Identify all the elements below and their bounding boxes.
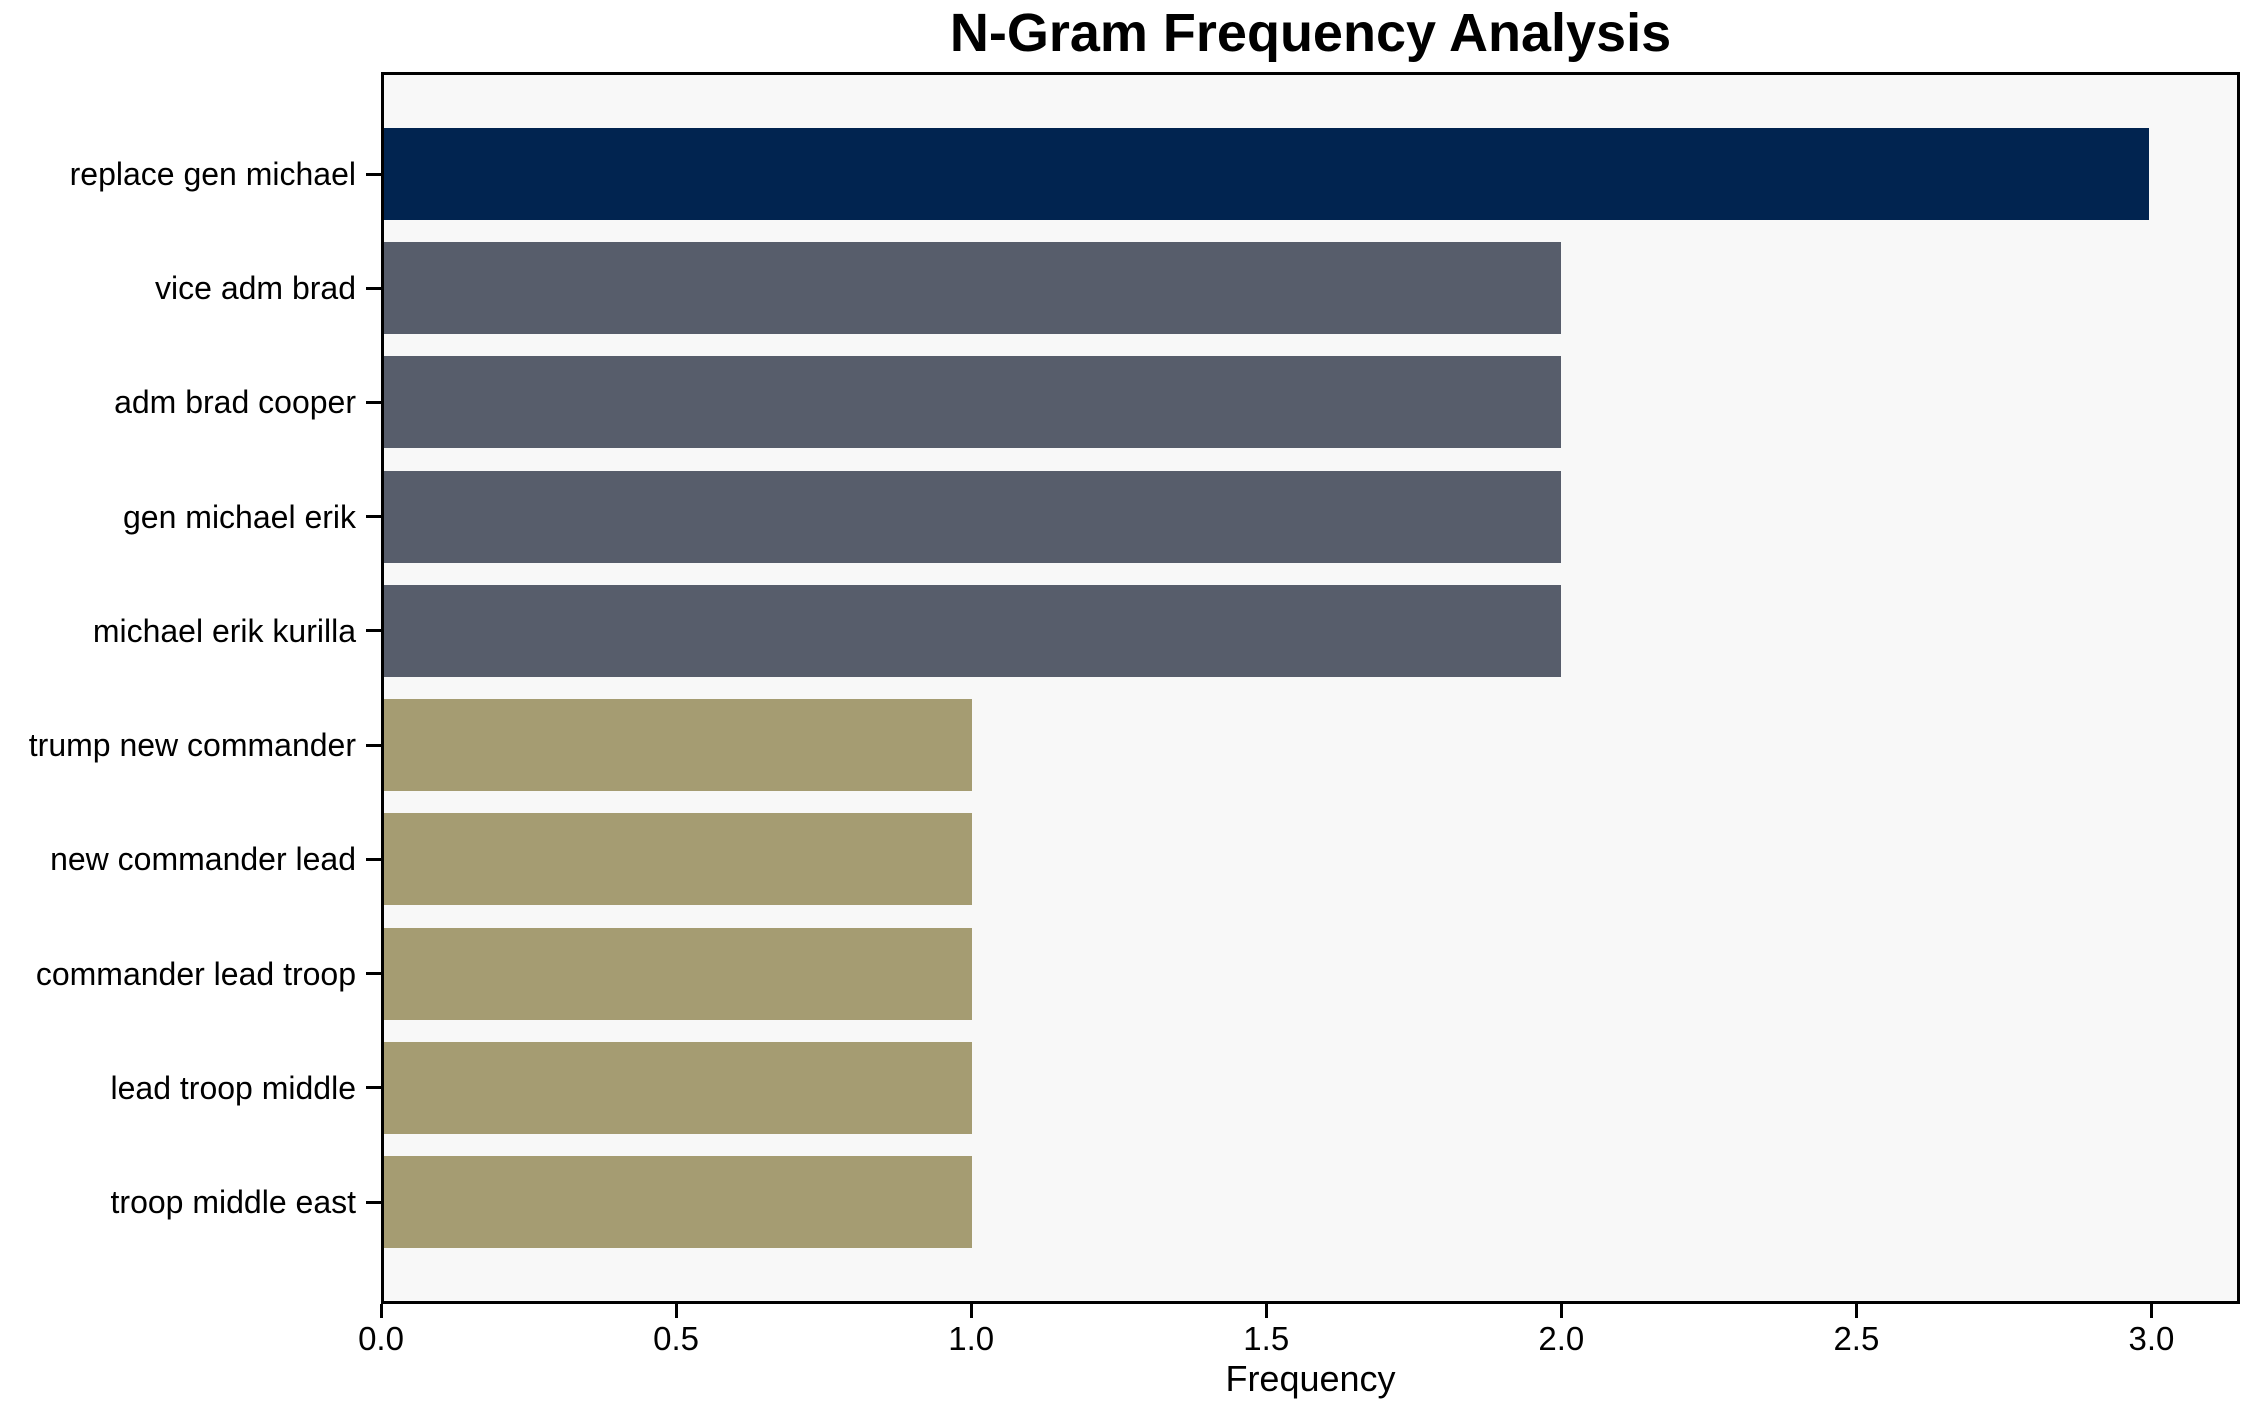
bar [384,1156,973,1248]
y-tick-label: replace gen michael [69,156,356,192]
x-axis-label: Frequency [1225,1358,1396,1399]
y-tick-label: adm brad cooper [114,384,356,421]
x-tick-label: 1.0 [948,1320,995,1357]
y-tick-mark [366,286,381,290]
x-tick-mark [379,1304,383,1318]
y-tick-mark [366,743,381,747]
y-tick-label: gen michael erik [123,498,356,535]
y-tick-label: new commander lead [50,841,356,878]
y-tick-label: commander lead troop [35,955,356,992]
y-tick-mark [366,629,381,633]
x-tick-mark [1854,1304,1858,1318]
x-tick-label: 2.0 [1538,1320,1585,1357]
bar [384,813,973,906]
y-tick-label: vice adm brad [155,270,356,307]
x-tick-mark [1264,1304,1268,1318]
x-tick-mark [674,1304,678,1318]
x-tick-label: 3.0 [2128,1320,2175,1357]
y-tick-mark [366,1086,381,1090]
y-tick-label: lead troop middle [110,1069,356,1106]
bar [384,927,973,1020]
bar [384,128,2149,220]
x-tick-label: 1.5 [1243,1320,1290,1357]
y-tick-mark [366,972,381,976]
bar [384,470,1561,563]
y-tick-mark [366,515,381,519]
bar [384,584,1561,677]
bar [384,699,973,792]
x-tick-mark [1559,1304,1563,1318]
x-tick-label: 2.5 [1833,1320,1880,1357]
x-tick-label: 0.0 [358,1320,404,1357]
bar [384,1041,973,1134]
x-tick-mark [2149,1304,2153,1318]
chart-title: N-Gram Frequency Analysis [949,3,1672,63]
y-tick-mark [366,1200,381,1204]
y-tick-label: trump new commander [28,727,356,764]
y-tick-mark [366,857,381,861]
bar [384,242,1561,335]
y-tick-label: troop middle east [110,1184,356,1220]
bar [384,356,1561,449]
x-tick-label: 0.5 [653,1320,700,1357]
x-tick-mark [969,1304,973,1318]
y-tick-mark [366,172,381,176]
y-tick-mark [366,400,381,404]
y-tick-label: michael erik kurilla [92,612,356,649]
